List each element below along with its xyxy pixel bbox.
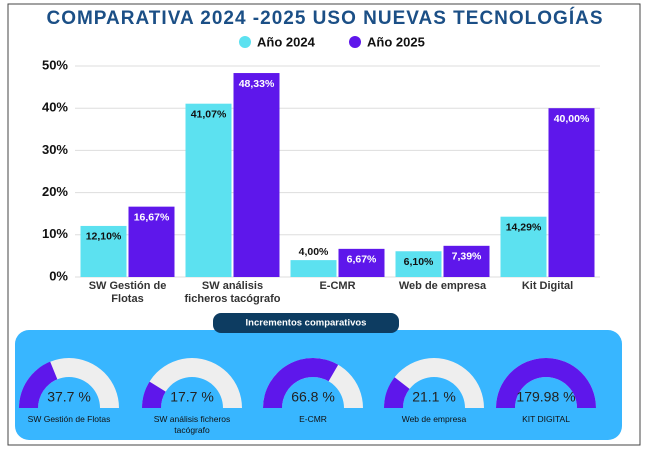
bar [395,251,442,277]
gauge-title: Incrementos comparativos [246,318,367,329]
x-tick-label: SW Gestión de Flotas [88,280,167,305]
gauge-track [142,358,242,408]
value-label: 12,10% [86,231,122,243]
value-label: 14,29% [506,221,542,233]
y-tick-label: 50% [42,57,68,72]
bar [548,108,595,277]
gauge-label: SW análisis ficheros tacógrafo [153,414,231,435]
value-label: 6,67% [347,254,377,266]
x-tick-label: SW análisis ficheros tacógrafo [184,280,281,305]
bar [185,103,232,277]
value-label: 40,00% [554,113,590,125]
gauge-fill [496,358,596,408]
gauge-track [384,358,484,408]
bar [128,206,175,277]
gauge-fill [384,377,410,408]
legend-swatch [239,36,251,48]
frame [7,3,641,446]
bar [233,73,280,278]
bar [290,260,337,277]
x-tick-label: E-CMR [319,280,356,292]
gauge-label: SW Gestión de Flotas [27,414,111,424]
y-tick-label: 40% [42,100,68,115]
legend-swatch [349,36,361,48]
gauge-fill [142,381,166,408]
value-label: 4,00% [299,246,329,258]
legend-label: Año 2024 [257,34,316,49]
gauge-value: 17.7 % [170,389,214,405]
gauge-value: 21.1 % [412,389,456,405]
gauge-label: Web de empresa [401,414,467,424]
gauge-value: 66.8 % [291,389,335,405]
y-tick-label: 30% [42,142,68,157]
bar [80,225,127,277]
gauge-label: E-CMR [299,414,327,424]
gauge-fill [19,361,58,408]
value-label: 7,39% [452,251,482,263]
legend-label: Año 2025 [367,34,425,49]
gauge-fill [263,358,339,408]
x-tick-label: Web de empresa [398,280,487,292]
bar [338,248,385,277]
gauge-header [213,313,399,333]
y-tick-label: 20% [42,184,68,199]
value-label: 16,67% [134,211,170,223]
bar [500,216,547,277]
x-tick-label: Kit Digital [521,280,574,292]
y-tick-label: 0% [49,268,68,283]
chart-title: COMPARATIVA 2024 -2025 USO NUEVAS TECNOL… [46,7,603,29]
value-label: 48,33% [239,78,275,90]
value-label: 6,10% [404,256,434,268]
gauge-label: KIT DIGITAL [522,414,570,424]
gauge-value: 179.98 % [516,389,575,405]
gauge-value: 37.7 % [47,389,91,405]
y-tick-label: 10% [42,226,68,241]
bar [443,245,490,277]
value-label: 41,07% [191,108,227,120]
gauge-panel [15,330,622,440]
